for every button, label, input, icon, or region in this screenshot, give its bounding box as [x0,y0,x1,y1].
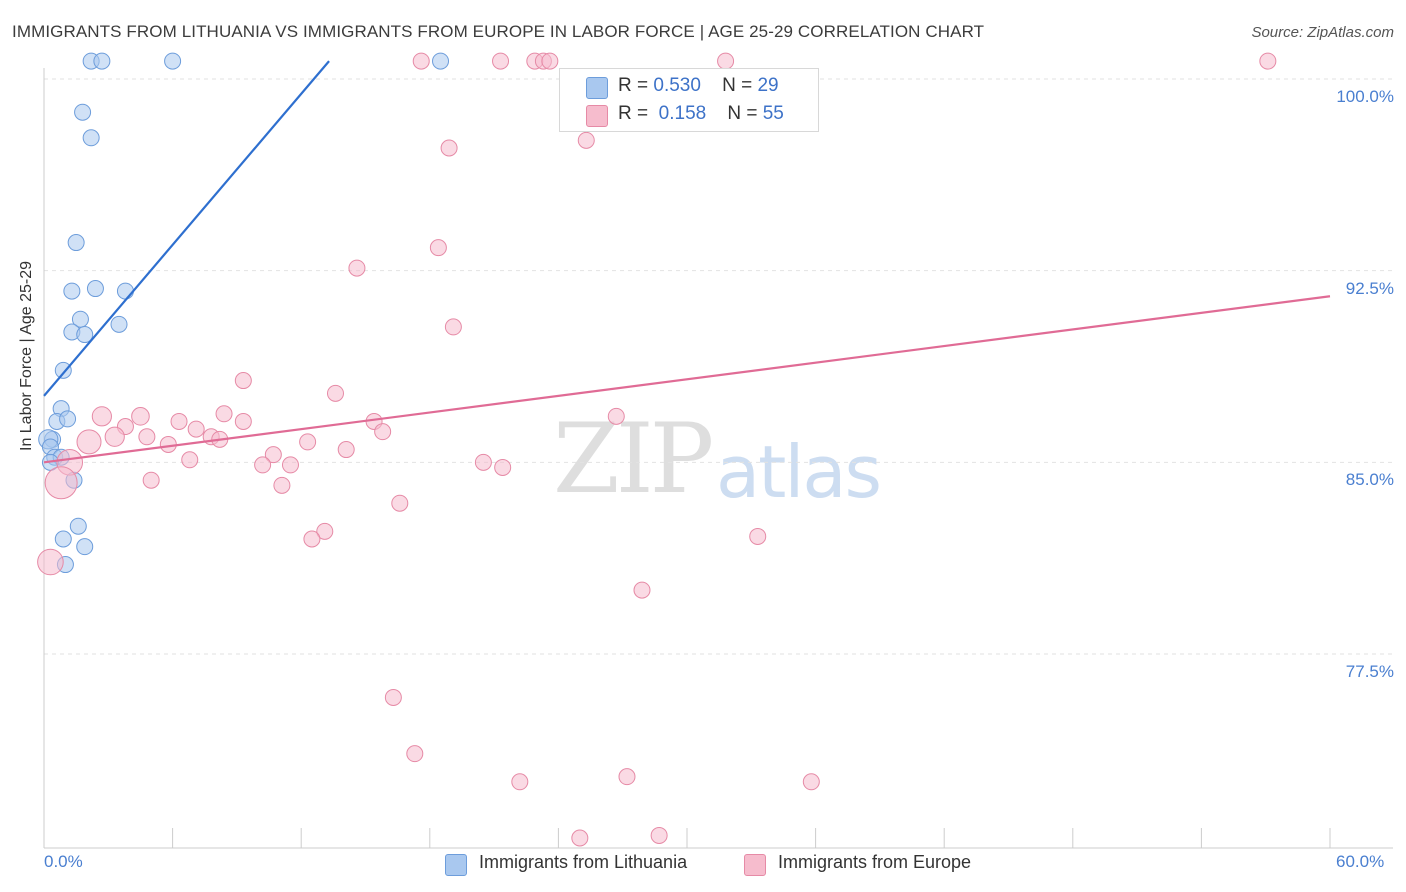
europe-point [37,548,64,576]
lithuania-point [69,517,87,535]
europe-point [273,476,291,494]
legend-n-label: N = [727,103,758,124]
stats-legend: R = 0.530 N = 29 R = 0.158 N = 55 [559,68,819,132]
europe-trend-line [43,295,1331,464]
europe-point [1259,52,1277,70]
europe-point [749,527,767,545]
europe-point [571,829,589,847]
legend-r-label: R = [618,75,649,96]
lithuania-point [54,361,72,379]
y-tick-label: 85.0% [1345,470,1394,490]
lithuania-point [74,103,92,121]
europe-point [254,456,272,474]
lithuania-point [76,326,94,344]
europe-point [316,522,334,540]
europe-point [187,420,205,438]
source-label: Source: ZipAtlas.com [1251,24,1394,41]
chart-title: IMMIGRANTS FROM LITHUANIA VS IMMIGRANTS … [12,22,985,41]
bottom-legend-label: Immigrants from Europe [778,852,972,872]
europe-point [492,52,510,70]
watermark-atlas: atlas [716,430,882,514]
watermark-zip: ZIP [553,403,714,515]
europe-point [264,446,282,464]
europe-point [326,384,344,402]
bottom-legend-swatch-lithuania [445,854,467,876]
lithuania-point [164,52,182,70]
europe-point [717,52,735,70]
europe-point [91,406,112,427]
legend-n-label: N = [722,75,753,96]
lithuania-point [93,52,111,70]
europe-point [234,372,252,390]
legend-swatch-lithuania [586,77,608,99]
europe-point [374,423,392,441]
europe-point [650,826,668,844]
europe-point [131,407,150,426]
legend-r-value: 0.530 [653,75,701,96]
europe-point [44,466,78,500]
lithuania-trend-line [43,60,330,397]
europe-point [494,458,512,476]
x-tick-max: 60.0% [1336,852,1385,871]
bottom-legend-swatch-europe [744,854,766,876]
europe-point [541,52,559,70]
europe-point [303,530,321,548]
europe-point [577,131,595,149]
lithuania-point [76,538,94,556]
europe-point [142,471,160,489]
lithuania-point [54,530,72,548]
y-tick-label: 92.5% [1345,278,1394,298]
legend-n-value: 29 [757,75,779,96]
europe-point [474,453,492,471]
lithuania-point [86,280,104,298]
europe-point [348,259,366,277]
europe-point [337,441,355,459]
europe-point [76,429,102,455]
europe-point [170,412,188,430]
lithuania-point [116,282,134,300]
europe-point [299,433,317,451]
europe-point [633,581,651,599]
legend-n-value: 55 [762,103,784,124]
y-axis-label: In Labor Force | Age 25-29 [18,260,35,451]
europe-point [215,405,233,423]
europe-point [440,139,458,157]
lithuania-point [82,129,100,147]
europe-point [384,688,402,706]
legend-r-label: R = [618,103,649,124]
europe-point [429,239,447,257]
lithuania-point [59,410,77,428]
lithuania-point [63,282,81,300]
x-tick-min: 0.0% [44,852,83,871]
europe-point [391,494,409,512]
europe-point [181,451,199,469]
bottom-legend-label: Immigrants from Lithuania [479,852,688,872]
europe-point [444,318,462,336]
europe-point [104,426,125,447]
europe-point [406,745,424,763]
lithuania-point [432,52,450,70]
europe-point [618,768,636,786]
lithuania-point [67,234,85,252]
europe-point [234,412,252,430]
europe-point [281,456,299,474]
europe-point [607,407,625,425]
y-tick-label: 100.0% [1336,87,1394,106]
europe-point [138,428,156,446]
lithuania-point [110,315,128,333]
legend-r-value: 0.158 [658,103,707,124]
y-tick-label: 77.5% [1345,662,1394,681]
europe-point [802,773,820,791]
legend-swatch-europe [586,105,608,127]
europe-point [412,52,430,70]
europe-point [511,773,529,791]
